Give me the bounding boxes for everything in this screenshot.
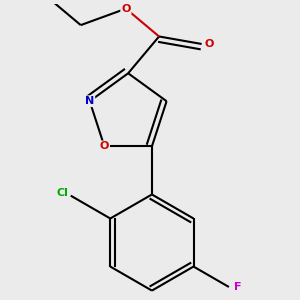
Text: O: O (205, 39, 214, 49)
Text: O: O (100, 141, 109, 152)
Text: Cl: Cl (56, 188, 68, 199)
Text: O: O (121, 4, 130, 14)
Text: N: N (85, 96, 94, 106)
Text: F: F (234, 282, 242, 292)
